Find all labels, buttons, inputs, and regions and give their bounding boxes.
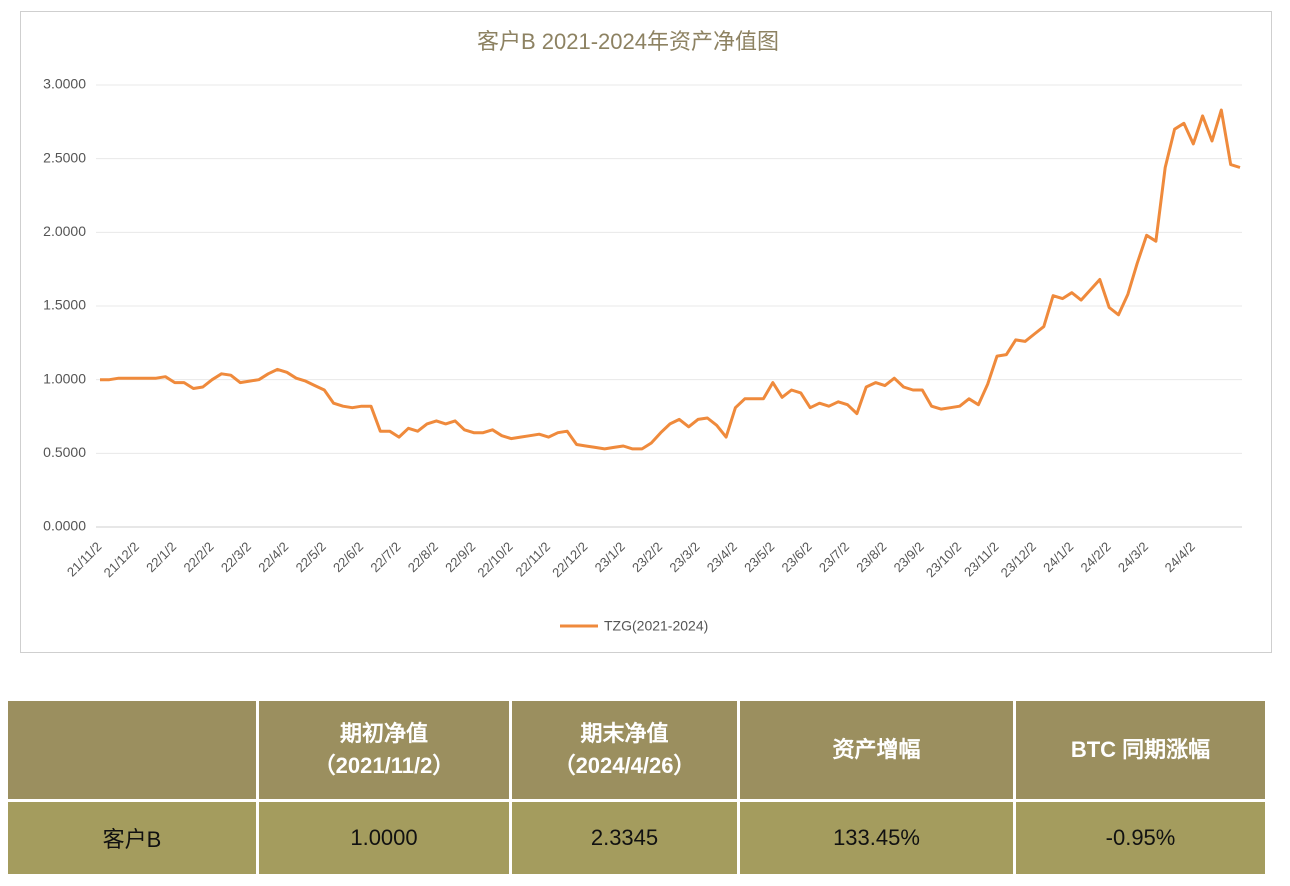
y-tick-label: 1.5000 [43, 297, 86, 313]
data-line [100, 108, 1241, 451]
cell: -0.95% [1013, 799, 1268, 877]
cell: 1.0000 [256, 799, 512, 877]
cell: 133.45% [737, 799, 1016, 877]
header-cell [5, 698, 259, 802]
header-text: 期末净值 [580, 721, 669, 746]
header-cell: 期初净值 （2021/11/2） [256, 698, 512, 802]
header-cell: 资产增幅 [737, 698, 1016, 802]
chart: 客户B 2021-2024年资产净值图 0.0000 0.5000 1.0000 1.… [20, 11, 1272, 653]
legend-label: TZG(2021-2024) [604, 618, 708, 634]
y-tick-label: 3.0000 [43, 76, 86, 92]
y-tick-label: 0.5000 [43, 444, 86, 460]
header-cell: 期末净值 （2024/4/26） [509, 698, 740, 802]
header-text: （2021/11/2） [313, 753, 455, 778]
header-text: （2024/4/26） [553, 753, 696, 778]
header-row: 期初净值 （2021/11/2） 期末净值 （2024/4/26） 资产增幅 BTC… [5, 698, 1268, 802]
y-tick-label: 0.0000 [43, 518, 86, 534]
cell: 客户B [5, 799, 259, 877]
y-tick-label: 2.5000 [43, 149, 86, 165]
data-row: 客户B 1.0000 2.3345 133.45% -0.95% [5, 799, 1268, 877]
cell: 2.3345 [509, 799, 740, 877]
chart-title: 客户B 2021-2024年资产净值图 [477, 29, 779, 54]
y-tick-label: 2.0000 [43, 223, 86, 239]
summary-table: 期初净值 （2021/11/2） 期末净值 （2024/4/26） 资产增幅 BTC… [5, 698, 1268, 877]
header-cell: BTC 同期涨幅 [1013, 698, 1268, 802]
y-tick-label: 1.0000 [43, 370, 86, 386]
header-text: 期初净值 [339, 721, 428, 746]
chart-frame [20, 11, 1272, 653]
